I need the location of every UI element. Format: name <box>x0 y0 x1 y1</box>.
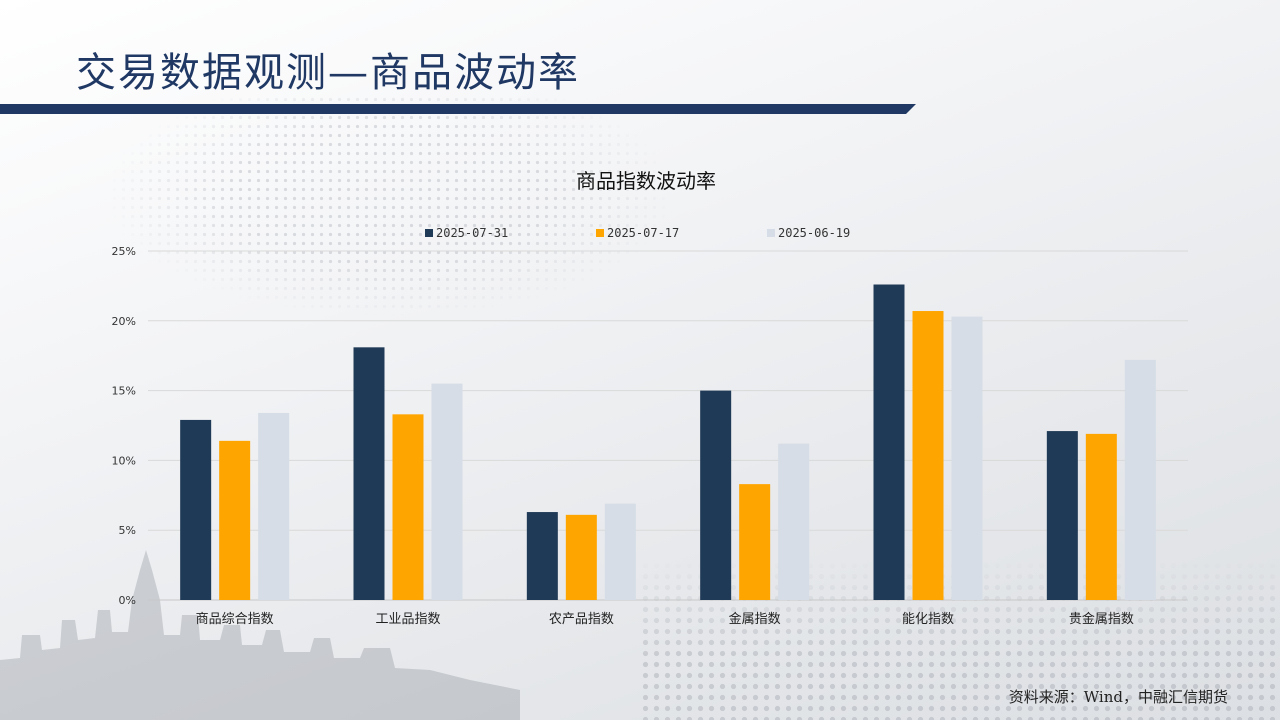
bars <box>180 284 1156 600</box>
legend-label: 2025-07-31 <box>436 226 508 240</box>
gridlines <box>148 250 1188 601</box>
x-tick-label: 能化指数 <box>902 612 954 627</box>
title-underline <box>0 104 916 114</box>
bar-2025-07-17 <box>1085 433 1117 600</box>
page-title: 交易数据观测—商品波动率 <box>76 50 580 96</box>
x-tick-label: 贵金属指数 <box>1069 611 1134 627</box>
x-axis: 商品综合指数 工业品指数 农产品指数 金属指数 能化指数 贵金属指数 <box>196 611 1134 627</box>
bar-2025-07-31 <box>526 512 558 600</box>
bar-2025-06-19 <box>258 412 290 600</box>
legend-swatch <box>425 229 433 237</box>
bar-2025-07-31 <box>353 347 385 600</box>
legend-swatch <box>596 229 604 237</box>
bar-2025-07-31 <box>1046 431 1078 600</box>
bar-2025-06-19 <box>1124 359 1156 600</box>
legend-label: 2025-07-17 <box>607 226 679 240</box>
bar-2025-07-17 <box>565 514 597 600</box>
bar-2025-07-17 <box>392 414 424 600</box>
background-world-map <box>110 95 670 315</box>
bar-2025-06-19 <box>431 383 463 600</box>
x-tick-label: 商品综合指数 <box>196 612 274 627</box>
y-tick-label: 25% <box>112 245 136 258</box>
legend-label: 2025-06-19 <box>778 226 850 240</box>
bar-2025-07-17 <box>739 484 771 600</box>
bar-2025-07-31 <box>873 284 905 600</box>
y-tick-label: 20% <box>112 315 136 328</box>
bar-2025-07-17 <box>912 311 944 600</box>
y-tick-label: 5% <box>119 524 136 537</box>
bar-2025-06-19 <box>778 443 810 600</box>
x-tick-label: 金属指数 <box>729 611 781 627</box>
bar-2025-06-19 <box>604 503 636 600</box>
y-axis: 0% 5% 10% 15% 20% 25% <box>112 245 136 607</box>
x-tick-label: 工业品指数 <box>375 612 440 627</box>
y-tick-label: 0% <box>119 594 136 607</box>
background-skyline <box>0 550 520 720</box>
bar-2025-07-31 <box>700 390 732 600</box>
bar-2025-07-31 <box>180 419 212 600</box>
bar-2025-06-19 <box>951 316 983 600</box>
source-note: 资料来源：Wind，中融汇信期货 <box>1008 688 1228 706</box>
chart-title: 商品指数波动率 <box>576 169 716 193</box>
bar-2025-07-17 <box>219 440 251 600</box>
y-tick-label: 10% <box>112 454 136 467</box>
x-tick-label: 农产品指数 <box>549 612 614 627</box>
legend-swatch <box>767 229 775 237</box>
legend: 2025-07-31 2025-07-17 2025-06-19 <box>425 226 850 240</box>
y-tick-label: 15% <box>112 385 136 398</box>
